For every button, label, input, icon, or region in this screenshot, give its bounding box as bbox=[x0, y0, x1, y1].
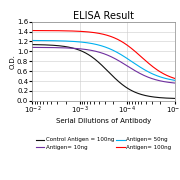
X-axis label: Serial Dilutions of Antibody: Serial Dilutions of Antibody bbox=[56, 118, 151, 124]
Line: Antigen= 100ng: Antigen= 100ng bbox=[32, 31, 175, 78]
Antigen= 50ng bbox=[116, 51, 118, 53]
Control Antigen = 100ng bbox=[31, 44, 33, 46]
Y-axis label: O.D.: O.D. bbox=[10, 54, 16, 69]
Antigen= 100ng bbox=[116, 38, 118, 40]
Control Antigen = 100ng bbox=[118, 81, 121, 83]
Antigen= 50ng bbox=[116, 51, 118, 53]
Antigen= 50ng bbox=[118, 53, 121, 55]
Control Antigen = 100ng bbox=[160, 97, 162, 99]
Antigen= 50ng bbox=[31, 39, 33, 42]
Antigen= 100ng bbox=[118, 39, 121, 41]
Antigen= 50ng bbox=[32, 39, 34, 42]
Antigen= 100ng bbox=[174, 77, 176, 79]
Antigen= 50ng bbox=[151, 73, 153, 75]
Antigen= 10ng bbox=[118, 60, 121, 62]
Antigen= 10ng bbox=[151, 78, 153, 80]
Control Antigen = 100ng bbox=[174, 97, 176, 100]
Antigen= 100ng bbox=[31, 30, 33, 32]
Control Antigen = 100ng bbox=[151, 96, 153, 98]
Antigen= 10ng bbox=[116, 59, 118, 61]
Antigen= 100ng bbox=[116, 38, 118, 40]
Line: Control Antigen = 100ng: Control Antigen = 100ng bbox=[32, 45, 175, 98]
Control Antigen = 100ng bbox=[116, 79, 118, 81]
Control Antigen = 100ng bbox=[32, 44, 34, 46]
Antigen= 10ng bbox=[174, 82, 176, 84]
Antigen= 50ng bbox=[160, 76, 162, 78]
Antigen= 10ng bbox=[160, 80, 162, 82]
Line: Antigen= 50ng: Antigen= 50ng bbox=[32, 40, 175, 80]
Legend: Control Antigen = 100ng, Antigen= 10ng, Antigen= 50ng, Antigen= 100ng: Control Antigen = 100ng, Antigen= 10ng, … bbox=[33, 135, 174, 152]
Antigen= 50ng bbox=[174, 79, 176, 81]
Antigen= 100ng bbox=[160, 71, 162, 74]
Antigen= 100ng bbox=[32, 30, 34, 32]
Control Antigen = 100ng bbox=[116, 79, 118, 81]
Antigen= 10ng bbox=[116, 58, 118, 61]
Antigen= 10ng bbox=[32, 46, 34, 48]
Title: ELISA Result: ELISA Result bbox=[73, 11, 134, 21]
Antigen= 100ng bbox=[151, 65, 153, 67]
Antigen= 10ng bbox=[31, 46, 33, 48]
Line: Antigen= 10ng: Antigen= 10ng bbox=[32, 47, 175, 83]
